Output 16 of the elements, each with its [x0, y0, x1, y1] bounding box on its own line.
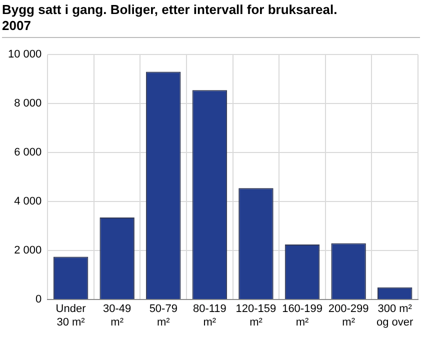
x-tick-label: 200-299 m²	[328, 303, 369, 328]
y-tick-label: 8 000	[14, 98, 42, 110]
y-tick-label: 0	[36, 294, 42, 306]
x-tick-label: Under 30 m²	[56, 303, 86, 328]
y-tick-label: 2 000	[14, 244, 42, 257]
chart-subtitle: 2007	[2, 18, 32, 34]
x-tick-label: 120-159 m²	[236, 303, 276, 328]
chart-title: Bygg satt i gang. Boliger, etter intervall for bruksareal.	[2, 2, 338, 18]
y-tick-label: 10 000	[8, 48, 42, 61]
x-tick-label: 160-199 m²	[282, 303, 322, 328]
y-tick-label: 6 000	[14, 146, 42, 159]
x-tick-label: 80-119 m²	[192, 303, 226, 328]
x-tick-label: 30-49 m²	[103, 303, 132, 328]
y-tick-label: 4 000	[14, 196, 42, 208]
x-tick-label: 300 m² og over	[376, 303, 414, 328]
x-tick-label: 50-79 m²	[149, 303, 178, 328]
